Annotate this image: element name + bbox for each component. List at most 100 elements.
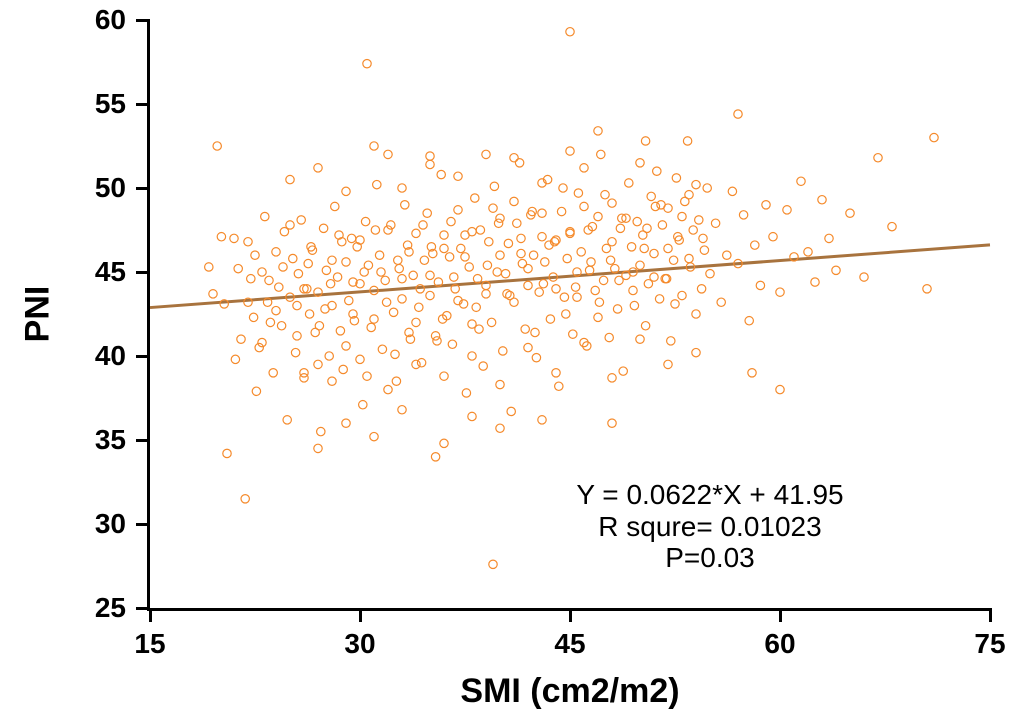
data-point xyxy=(566,28,574,36)
data-point xyxy=(751,241,759,249)
data-point xyxy=(650,249,658,257)
data-point xyxy=(412,318,420,326)
scatter-chart: 15304560752530354045505560 PNI SMI (cm2/… xyxy=(0,0,1020,721)
data-point xyxy=(468,412,476,420)
data-point xyxy=(426,160,434,168)
data-point xyxy=(230,234,238,242)
data-point xyxy=(804,248,812,256)
data-point xyxy=(591,286,599,294)
data-point xyxy=(658,221,666,229)
data-point xyxy=(697,285,705,293)
x-axis-title: SMI (cm2/m2) xyxy=(0,672,990,711)
data-point xyxy=(625,179,633,187)
data-point xyxy=(314,164,322,172)
data-point xyxy=(647,192,655,200)
data-point xyxy=(608,238,616,246)
data-point xyxy=(930,133,938,141)
data-point xyxy=(461,253,469,261)
data-point xyxy=(664,360,672,368)
data-point xyxy=(641,322,649,330)
data-point xyxy=(426,271,434,279)
data-point xyxy=(342,187,350,195)
data-point xyxy=(389,308,397,316)
data-point xyxy=(762,201,770,209)
data-point xyxy=(382,298,390,306)
data-point xyxy=(398,275,406,283)
data-point xyxy=(269,369,277,377)
data-point xyxy=(608,419,616,427)
data-point xyxy=(392,377,400,385)
data-point xyxy=(462,389,470,397)
data-point xyxy=(504,239,512,247)
x-tick-label: 60 xyxy=(764,628,795,660)
data-point xyxy=(496,424,504,432)
data-point xyxy=(482,290,490,298)
data-point xyxy=(342,342,350,350)
data-point xyxy=(569,330,577,338)
data-point xyxy=(331,202,339,210)
data-point xyxy=(328,377,336,385)
data-point xyxy=(476,226,484,234)
regression-line xyxy=(150,245,990,308)
data-point xyxy=(643,224,651,232)
data-point xyxy=(419,221,427,229)
data-point xyxy=(627,243,635,251)
data-point xyxy=(445,253,453,261)
data-point xyxy=(541,258,549,266)
data-point xyxy=(636,335,644,343)
data-point xyxy=(594,313,602,321)
data-point xyxy=(577,248,585,256)
data-point xyxy=(783,206,791,214)
data-point xyxy=(398,406,406,414)
data-point xyxy=(489,204,497,212)
data-point xyxy=(559,184,567,192)
data-point xyxy=(314,360,322,368)
data-point xyxy=(241,495,249,503)
data-point xyxy=(213,142,221,150)
data-point xyxy=(234,264,242,272)
data-point xyxy=(342,258,350,266)
data-point xyxy=(535,288,543,296)
data-point xyxy=(717,298,725,306)
data-point xyxy=(510,154,518,162)
data-point xyxy=(633,217,641,225)
data-point xyxy=(375,251,383,259)
data-point xyxy=(426,152,434,160)
data-point xyxy=(619,367,627,375)
data-point xyxy=(231,355,239,363)
data-point xyxy=(608,199,616,207)
data-point xyxy=(370,432,378,440)
data-point xyxy=(552,285,560,293)
data-point xyxy=(818,196,826,204)
data-point xyxy=(345,296,353,304)
data-point xyxy=(479,362,487,370)
data-point xyxy=(689,226,697,234)
data-point xyxy=(347,234,355,242)
y-tick-label: 35 xyxy=(76,424,126,456)
data-point xyxy=(700,246,708,254)
data-point xyxy=(457,244,465,252)
data-point xyxy=(496,380,504,388)
data-point xyxy=(223,449,231,457)
data-point xyxy=(412,229,420,237)
data-point xyxy=(300,369,308,377)
data-point xyxy=(209,290,217,298)
y-tick xyxy=(136,19,150,22)
data-point xyxy=(811,278,819,286)
data-point xyxy=(552,369,560,377)
data-point xyxy=(756,281,764,289)
data-point xyxy=(395,264,403,272)
data-point xyxy=(482,150,490,158)
data-point xyxy=(465,263,473,271)
data-point xyxy=(776,385,784,393)
y-tick xyxy=(136,187,150,190)
data-point xyxy=(289,254,297,262)
data-point xyxy=(454,206,462,214)
data-point xyxy=(599,276,607,284)
y-tick-label: 25 xyxy=(76,592,126,624)
data-point xyxy=(587,258,595,266)
data-point xyxy=(524,281,532,289)
data-point xyxy=(641,137,649,145)
data-point xyxy=(431,453,439,461)
data-point xyxy=(518,259,526,267)
